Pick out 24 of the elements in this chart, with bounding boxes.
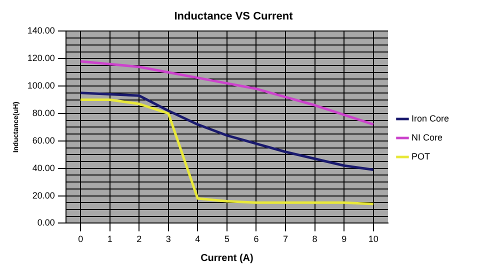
x-tick-label: 9: [342, 234, 347, 244]
y-tick-label: 20.00: [32, 190, 55, 200]
y-tick-label: 140.00: [27, 26, 55, 36]
x-tick-label: 10: [368, 234, 378, 244]
x-tick-label: 3: [166, 234, 171, 244]
y-tick-label: 0.00: [37, 218, 55, 228]
legend-label: POT: [411, 151, 430, 162]
x-axis-title: Current (A): [200, 252, 254, 264]
chart-title: Inductance VS Current: [174, 10, 294, 23]
x-tick-label: 6: [254, 234, 259, 244]
x-tick-label: 7: [283, 234, 288, 244]
y-tick-label: 40.00: [32, 162, 55, 173]
legend-label: Iron Core: [411, 113, 450, 124]
x-tick-label: 0: [78, 234, 84, 244]
y-tick-label: 120.00: [27, 53, 55, 64]
y-tick-label: 60.00: [32, 135, 55, 146]
y-tick-label: 80.00: [32, 108, 55, 118]
x-tick-label: 5: [224, 234, 230, 244]
x-tick-label: 1: [107, 234, 112, 244]
legend-label: NI Core: [411, 132, 442, 142]
x-tick-label: 8: [312, 234, 318, 244]
y-tick-label: 100.00: [27, 80, 55, 91]
x-tick-label: 4: [195, 234, 200, 244]
x-tick-label: 2: [136, 234, 142, 244]
